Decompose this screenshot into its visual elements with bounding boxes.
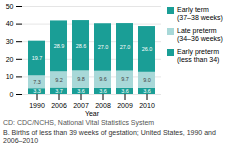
- html-text:CD: CDC/NCHS, National Vital S: CD: CDC/NCHS, National Vital Statistics …: [3, 119, 155, 126]
- svg-text:0: 0: [10, 91, 14, 98]
- svg-text:26.0: 26.0: [142, 46, 153, 52]
- svg-text:7.3: 7.3: [33, 79, 41, 85]
- svg-text:40: 40: [6, 20, 14, 27]
- svg-text:2010: 2010: [139, 102, 155, 109]
- svg-text:3.3: 3.3: [33, 88, 41, 94]
- svg-text:28.9: 28.9: [54, 43, 65, 49]
- svg-text:3.7: 3.7: [55, 88, 63, 94]
- svg-text:9.2: 9.2: [55, 77, 63, 83]
- html-text:Early term (37–38 weeks): Early term (37–38 weeks): [177, 6, 223, 21]
- svg-text:1990: 1990: [29, 102, 45, 109]
- svg-text:50: 50: [6, 3, 14, 10]
- svg-text:2008: 2008: [95, 102, 111, 109]
- svg-text:3.6: 3.6: [99, 88, 107, 94]
- svg-text:20: 20: [6, 56, 14, 63]
- svg-text:19.7: 19.7: [32, 55, 43, 61]
- svg-text:Year: Year: [85, 110, 100, 117]
- svg-text:30: 30: [6, 38, 14, 45]
- html-text:Late preterm (34–36 weeks): Late preterm (34–36 weeks): [177, 27, 223, 42]
- svg-text:2006: 2006: [51, 102, 67, 109]
- html-text:B. Births of less than 39 week: B. Births of less than 39 weeks of gesta…: [3, 129, 216, 144]
- svg-text:3.6: 3.6: [121, 88, 129, 94]
- svg-text:27.0: 27.0: [98, 44, 109, 50]
- svg-text:9.8: 9.8: [77, 76, 85, 82]
- html-text:Early preterm (less than 34): Early preterm (less than 34): [177, 48, 220, 63]
- svg-text:2009: 2009: [117, 102, 133, 109]
- svg-text:9.0: 9.0: [143, 77, 151, 83]
- svg-text:3.6: 3.6: [143, 88, 151, 94]
- svg-text:9.7: 9.7: [121, 76, 129, 82]
- svg-text:28.6: 28.6: [76, 43, 87, 49]
- svg-text:9.6: 9.6: [99, 76, 107, 82]
- svg-text:10: 10: [6, 73, 14, 80]
- svg-text:3.6: 3.6: [77, 88, 85, 94]
- svg-text:27.0: 27.0: [120, 44, 131, 50]
- svg-text:2007: 2007: [73, 102, 89, 109]
